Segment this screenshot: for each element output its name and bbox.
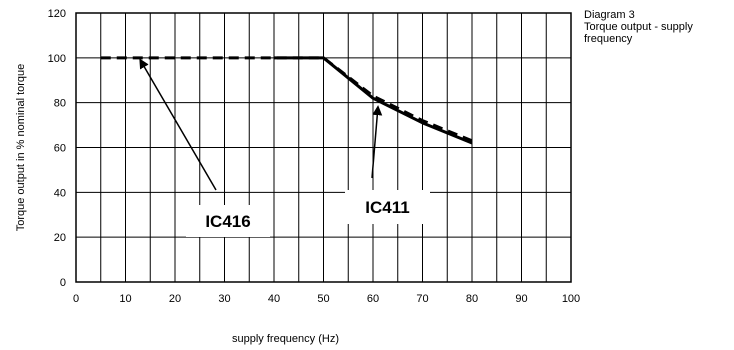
series-line-ic411 (274, 56, 473, 145)
y-tick-label: 40 (54, 187, 66, 199)
series-line-ic416 (100, 56, 473, 143)
annotation-arrow-ic411 (371, 105, 383, 179)
plot-frame (75, 12, 572, 283)
x-tick-label: 60 (367, 293, 379, 305)
annotation-box-ic411 (345, 190, 430, 224)
caption-line-2: Torque output - supply (584, 21, 693, 33)
annotation-label-ic411: IC411 (365, 198, 409, 217)
y-tick-label: 0 (60, 277, 66, 289)
y-tick-label: 120 (48, 8, 66, 20)
x-tick-label: 100 (562, 293, 580, 305)
x-tick-label: 70 (416, 293, 428, 305)
annotation-label-ic416: IC416 (205, 212, 250, 231)
y-tick-label: 20 (54, 232, 66, 244)
x-tick-label: 30 (218, 293, 230, 305)
y-tick-label: 100 (48, 53, 66, 65)
x-tick-label: 80 (466, 293, 478, 305)
caption-line-3: frequency (584, 33, 633, 45)
x-tick-label: 20 (169, 293, 181, 305)
annotation-arrow-ic416 (139, 58, 217, 191)
y-axis-label: Torque output in % nominal torque (15, 64, 27, 232)
y-tick-label: 80 (54, 98, 66, 110)
diagram-caption: Diagram 3 Torque output - supply frequen… (584, 9, 730, 45)
y-tick-label: 60 (54, 143, 66, 155)
x-tick-label: 10 (119, 293, 131, 305)
x-tick-label: 40 (268, 293, 280, 305)
annotation-box-ic416 (186, 205, 270, 237)
caption-line-1: Diagram 3 (584, 9, 635, 21)
x-tick-label: 0 (73, 293, 79, 305)
x-axis-label: supply frequency (Hz) (232, 333, 339, 345)
x-tick-label: 90 (515, 293, 527, 305)
x-tick-label: 50 (317, 293, 329, 305)
